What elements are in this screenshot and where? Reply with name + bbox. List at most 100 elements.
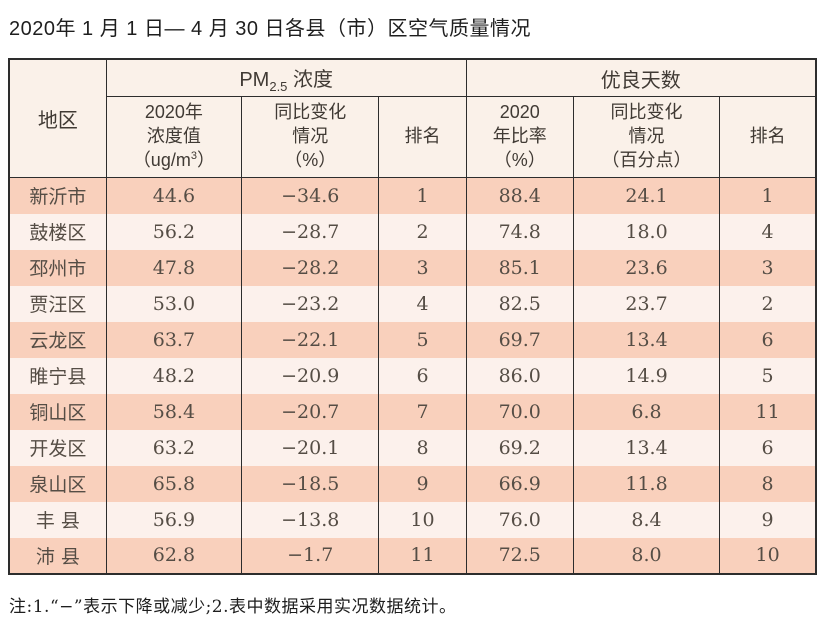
column-header-ratio: 2020 年比率 （%）	[465, 96, 574, 178]
value-cell: −34.6	[241, 177, 380, 214]
value-cell: 13.4	[572, 321, 721, 358]
value-cell: 6.8	[572, 393, 721, 430]
value-cell: 23.7	[572, 285, 721, 322]
table-row: 鼓楼区 56.2 −28.7 2 74.8 18.0 4	[8, 213, 817, 250]
value-cell: 7	[378, 393, 467, 430]
region-cell: 贾汪区	[8, 285, 107, 322]
sub-header-row: 2020年 浓度值 （ug/m3） 同比变化 情况 （%） 排名 2020 年比…	[9, 96, 817, 178]
value-cell: 6	[378, 357, 467, 394]
value-cell: 10	[378, 501, 467, 538]
value-cell: 11.8	[572, 465, 721, 502]
region-cell: 沛 县	[8, 537, 107, 574]
region-cell: 开发区	[8, 429, 107, 466]
table-row: 泉山区 65.8 −18.5 9 66.9 11.8 8	[8, 465, 817, 502]
group-header-pm25: PM2.5 浓度	[105, 59, 467, 97]
region-cell: 鼓楼区	[8, 213, 107, 250]
value-cell: 70.0	[465, 393, 574, 430]
value-cell: −28.2	[241, 249, 380, 286]
value-cell: 6	[719, 321, 817, 358]
value-cell: 13.4	[572, 429, 721, 466]
column-header-ratio-rank: 排名	[719, 96, 817, 178]
value-cell: 18.0	[572, 213, 721, 250]
region-cell: 铜山区	[8, 393, 107, 430]
pm-subscript: 2.5	[269, 78, 288, 94]
group-header-row: 地区 PM2.5 浓度 优良天数	[8, 59, 817, 178]
table-row: 丰 县 56.9 −13.8 10 76.0 8.4 9	[8, 501, 817, 538]
value-cell: 82.5	[465, 285, 574, 322]
value-cell: 8.0	[572, 537, 721, 574]
table-row: 贾汪区 53.0 −23.2 4 82.5 23.7 2	[8, 285, 817, 322]
table-header: 地区 PM2.5 浓度 优良天数 2020年 浓度值 （ug/m3） 同比变化 …	[8, 59, 817, 178]
value-cell: 86.0	[465, 357, 574, 394]
value-cell: −23.2	[241, 285, 380, 322]
value-cell: 44.6	[105, 177, 243, 214]
value-cell: 2	[378, 213, 467, 250]
value-cell: −22.1	[241, 321, 380, 358]
value-cell: 8	[378, 429, 467, 466]
column-header-pm-rank: 排名	[378, 96, 467, 178]
value-cell: −18.5	[241, 465, 380, 502]
value-cell: 9	[378, 465, 467, 502]
value-cell: 63.7	[105, 321, 243, 358]
value-cell: 47.8	[105, 249, 243, 286]
value-cell: 53.0	[105, 285, 243, 322]
pm-suffix: 浓度	[287, 68, 333, 91]
table-row: 睢宁县 48.2 −20.9 6 86.0 14.9 5	[8, 357, 817, 394]
region-cell: 泉山区	[8, 465, 107, 502]
value-cell: 8	[719, 465, 817, 502]
value-cell: −20.1	[241, 429, 380, 466]
value-cell: 6	[719, 429, 817, 466]
value-cell: −28.7	[241, 213, 380, 250]
value-cell: 56.9	[105, 501, 243, 538]
value-cell: 63.2	[105, 429, 243, 466]
value-cell: 1	[719, 177, 817, 214]
value-cell: 5	[719, 357, 817, 394]
value-cell: 11	[378, 537, 467, 574]
value-cell: 2	[719, 285, 817, 322]
value-cell: 65.8	[105, 465, 243, 502]
table-row: 云龙区 63.7 −22.1 5 69.7 13.4 6	[8, 321, 817, 358]
value-cell: −1.7	[241, 537, 380, 574]
column-header-pm-change: 同比变化 情况 （%）	[241, 96, 380, 178]
table-body: 新沂市 44.6 −34.6 1 88.4 24.1 1 鼓楼区 56.2 −28.7 2 74.8 1…	[8, 177, 817, 574]
value-cell: 72.5	[465, 537, 574, 574]
value-cell: 4	[719, 213, 817, 250]
group-header-good-days: 优良天数	[465, 59, 817, 97]
region-cell: 丰 县	[8, 501, 107, 538]
value-cell: −13.8	[241, 501, 380, 538]
value-cell: 66.9	[465, 465, 574, 502]
column-header-region: 地区	[8, 59, 107, 178]
value-cell: 76.0	[465, 501, 574, 538]
value-cell: 1	[378, 177, 467, 214]
value-cell: −20.9	[241, 357, 380, 394]
value-cell: 88.4	[465, 177, 574, 214]
value-cell: 11	[719, 393, 817, 430]
value-cell: 8.4	[572, 501, 721, 538]
value-cell: 14.9	[572, 357, 721, 394]
value-cell: 3	[719, 249, 817, 286]
value-cell: 24.1	[572, 177, 721, 214]
value-cell: 74.8	[465, 213, 574, 250]
value-cell: 10	[719, 537, 817, 574]
value-cell: 48.2	[105, 357, 243, 394]
region-cell: 邳州市	[8, 249, 107, 286]
column-header-pm-value: 2020年 浓度值 （ug/m3）	[105, 96, 243, 178]
value-cell: 23.6	[572, 249, 721, 286]
pm-prefix: PM	[239, 68, 270, 91]
table-row: 邳州市 47.8 −28.2 3 85.1 23.6 3	[8, 249, 817, 286]
value-cell: 69.7	[465, 321, 574, 358]
value-cell: 4	[378, 285, 467, 322]
value-cell: 56.2	[105, 213, 243, 250]
value-cell: 62.8	[105, 537, 243, 574]
value-cell: 85.1	[465, 249, 574, 286]
air-quality-table: 地区 PM2.5 浓度 优良天数 2020年 浓度值 （ug/m3） 同比变化 …	[8, 58, 817, 575]
page-title: 2020年 1 月 1 日— 4 月 30 日各县（市）区空气质量情况	[9, 18, 532, 40]
table-row: 开发区 63.2 −20.1 8 69.2 13.4 6	[8, 429, 817, 466]
table-row: 新沂市 44.6 −34.6 1 88.4 24.1 1	[8, 177, 817, 214]
region-cell: 新沂市	[8, 177, 107, 214]
value-cell: 69.2	[465, 429, 574, 466]
table-row: 铜山区 58.4 −20.7 7 70.0 6.8 11	[8, 393, 817, 430]
value-cell: 3	[378, 249, 467, 286]
region-cell: 睢宁县	[8, 357, 107, 394]
